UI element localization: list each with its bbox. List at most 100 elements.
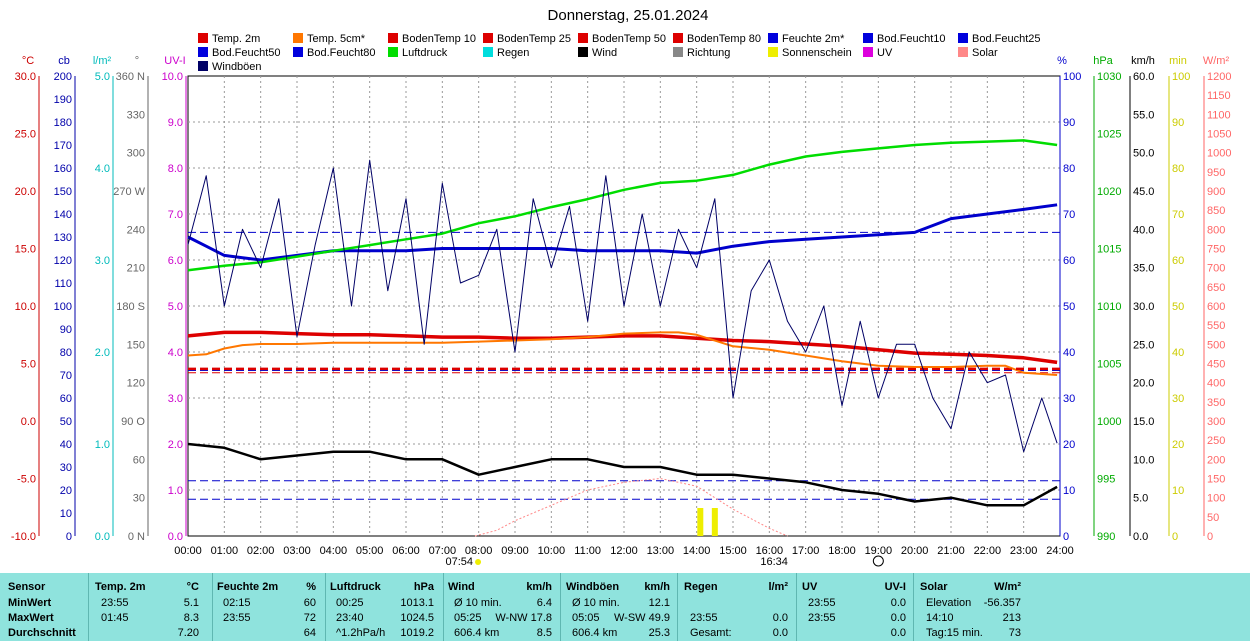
axis-tick-label: 10.0 — [162, 71, 183, 83]
x-tick-label: 16:00 — [756, 545, 784, 557]
table-cell: 23:55 — [690, 612, 718, 624]
axis-tick-label: 5.0 — [168, 301, 183, 313]
axis-tick-label: 850 — [1207, 205, 1225, 217]
table-divider — [88, 573, 89, 641]
axis-tick-label: 40 — [1172, 347, 1184, 359]
axis-tick-label: 1020 — [1097, 186, 1121, 198]
table-cell: 01:45 — [101, 612, 129, 624]
table-header: Regen — [684, 581, 718, 593]
axis-tick-label: 0 N — [128, 531, 145, 543]
axis-tick-label: 20.0 — [15, 186, 36, 198]
axis-tick-label: 180 — [54, 117, 72, 129]
axis-tick-label: 8.0 — [168, 163, 183, 175]
table-divider — [325, 573, 326, 641]
table-header-unit: hPa — [413, 581, 434, 593]
table-cell: 14:10 — [926, 612, 954, 624]
axes: °C 30.0 25.0 20.0 15.0 10.0 5.0 0.0 -5.0 -10.0 cb 2… — [11, 55, 1232, 568]
axis-tick-label: 270 W — [113, 186, 145, 198]
table-header: Wind — [448, 581, 475, 593]
axis-tick-label: 0.0 — [168, 531, 183, 543]
table-header-unit: % — [306, 581, 316, 593]
table-cell: 00:25 — [336, 597, 364, 609]
legend-label: UV — [877, 47, 893, 59]
x-tick-label: 13:00 — [647, 545, 675, 557]
x-tick-label: 01:00 — [211, 545, 239, 557]
legend-label: Wind — [592, 47, 617, 59]
axis-tick-label: 1010 — [1097, 301, 1121, 313]
table-value: 1019.2 — [400, 627, 434, 639]
axis-tick-label: 130 — [54, 232, 72, 244]
axis-tick-label: 110 — [54, 278, 72, 290]
axis-tick-label: 950 — [1207, 167, 1225, 179]
axis-tick-label: 90 — [1172, 117, 1184, 129]
sunset-label: 16:34 — [760, 556, 788, 568]
axis-tick-label: 70 — [60, 370, 72, 382]
axis-tick-label: 40 — [1063, 347, 1075, 359]
axis-tick-label: 60 — [1063, 255, 1075, 267]
axis-unit: hPa — [1093, 55, 1113, 67]
axis-tick-label: 100 — [1063, 71, 1081, 83]
axis-tick-label: 5.0 — [95, 71, 110, 83]
axis-tick-label: 200 — [1207, 454, 1225, 466]
axis-tick-label: 1015 — [1097, 244, 1121, 256]
series-line — [187, 139, 1058, 272]
table-divider — [212, 573, 213, 641]
axis-tick-label: 80 — [60, 347, 72, 359]
axis-tick-label: 40.0 — [1133, 224, 1154, 236]
table-cell: 05:05 — [572, 612, 600, 624]
axis-tick-label: 100 — [1207, 493, 1225, 505]
x-tick-label: 03:00 — [283, 545, 311, 557]
table-value: 73 — [1008, 627, 1021, 639]
legend-label: Bod.Feucht10 — [877, 33, 946, 45]
axis-tick-label: 10 — [1063, 485, 1075, 497]
axis-unit: l/m² — [93, 55, 112, 67]
axis-tick-label: 1000 — [1097, 416, 1121, 428]
table-cell: 23:40 — [336, 612, 364, 624]
axis-tick-label: 1000 — [1207, 148, 1231, 160]
axis-tick-label: 25.0 — [15, 129, 36, 141]
axis-tick-label: 100 — [1172, 71, 1190, 83]
x-tick-label: 15:00 — [719, 545, 747, 557]
table-cell: Elevation — [926, 597, 972, 609]
axis-tick-label: 350 — [1207, 397, 1225, 409]
axis-tick-label: 10 — [60, 508, 72, 520]
table-row-label: MinWert — [8, 597, 52, 609]
legend-label: Bod.Feucht80 — [307, 47, 376, 59]
table-value: W-SW 49.9 — [613, 612, 670, 624]
table-header-unit: km/h — [526, 581, 552, 593]
axis-unit: W/m² — [1203, 55, 1230, 67]
table-value: 8.3 — [183, 612, 199, 624]
legend-label: Bod.Feucht25 — [972, 33, 1041, 45]
legend-swatch — [483, 33, 493, 43]
table-value: 0.0 — [890, 597, 906, 609]
x-tick-label: 10:00 — [538, 545, 566, 557]
table-cell: 02:15 — [223, 597, 251, 609]
axis-tick-label: 550 — [1207, 320, 1225, 332]
x-tick-label: 19:00 — [865, 545, 893, 557]
axis-tick-label: 1200 — [1207, 71, 1231, 83]
table-header-unit: l/m² — [768, 581, 788, 593]
axis-tick-label: 80 — [1172, 163, 1184, 175]
weather-chart: Donnerstag, 25.01.2024 Temp. 2m Temp. 5cm… — [11, 7, 1232, 568]
axis-tick-label: 70 — [1063, 209, 1075, 221]
axis-tick-label: 30 — [60, 462, 72, 474]
legend-label: Regen — [497, 47, 529, 59]
table-value: 7.20 — [177, 627, 199, 639]
legend-swatch — [293, 33, 303, 43]
axis-tick-label: 60 — [133, 454, 145, 466]
axis-tick-label: 160 — [54, 163, 72, 175]
x-tick-label: 09:00 — [501, 545, 529, 557]
axis-unit: °C — [22, 55, 34, 67]
axis-tick-label: 4.0 — [168, 347, 183, 359]
x-tick-label: 23:00 — [1010, 545, 1038, 557]
axis-tick-label: 35.0 — [1133, 263, 1154, 275]
axis-tick-label: 800 — [1207, 224, 1225, 236]
legend-label: BodenTemp 10 — [402, 33, 476, 45]
table-row-label: MaxWert — [8, 612, 54, 624]
axis-tick-label: 90 — [60, 324, 72, 336]
table-header: Temp. 2m — [95, 581, 146, 593]
legend-label: Luftdruck — [402, 47, 448, 59]
axis-tick-label: 5.0 — [1133, 493, 1148, 505]
axis-tick-label: 30.0 — [1133, 301, 1154, 313]
table-value: 0.0 — [772, 627, 788, 639]
